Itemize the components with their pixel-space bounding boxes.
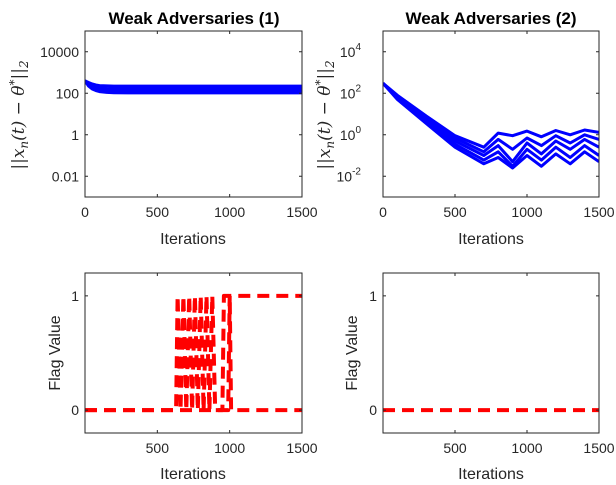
x-tick-label: 1000: [214, 440, 245, 456]
panel-3-plot: [85, 293, 302, 413]
panel-2-axes-box: [382, 30, 600, 198]
panel-4-x-ticks: 500 1000 1500: [443, 273, 615, 456]
panel-2-title: Weak Adversaries (2): [405, 9, 576, 28]
y-tick-label: 104: [340, 42, 362, 60]
panel-1: Weak Adversaries (1) 10000 100 1 0.01 0 500 1…: [7, 9, 318, 248]
panel-1-y-label: ||xn(t) − θ*||2: [7, 60, 31, 169]
panel-1-plot: [85, 79, 302, 95]
y-tick-label: 102: [340, 83, 362, 101]
series-line-5: [383, 82, 599, 170]
panel-4-axes-box: [382, 272, 600, 434]
panel-2-y-ticks: 104 102 100 10-2: [337, 42, 599, 184]
series-line-3: [383, 82, 599, 164]
x-tick-label: 1500: [286, 204, 317, 220]
panel-4-y-label: Flag Value: [344, 315, 361, 390]
y-tick-label: 100: [340, 125, 362, 143]
x-tick-label: 1500: [286, 440, 317, 456]
x-tick-label: 500: [443, 204, 467, 220]
y-tick-label: 1: [71, 127, 79, 143]
y-tick-label: 0.01: [52, 168, 79, 184]
x-tick-label: 500: [146, 440, 170, 456]
x-tick-label: 1000: [214, 204, 245, 220]
series-line-1: [85, 79, 302, 88]
y-tick-label: 1: [71, 288, 79, 304]
x-tick-label: 1500: [583, 204, 614, 220]
panel-3-y-ticks: 01: [71, 288, 302, 418]
x-tick-label: 500: [443, 440, 467, 456]
y-tick-label: 0: [71, 402, 79, 418]
panel-3-x-ticks: 500 1000 1500: [146, 273, 318, 456]
x-tick-label: 1000: [511, 204, 542, 220]
x-tick-label: 1000: [511, 440, 542, 456]
x-tick-label: 0: [81, 204, 89, 220]
panel-4: 01 500 1000 1500 Iterations Flag Value: [344, 272, 615, 483]
panel-2-plot: [383, 82, 599, 170]
y-tick-label: 10000: [40, 44, 79, 60]
y-tick-label: 100: [56, 85, 80, 101]
panel-3-axes-box: [84, 272, 303, 434]
panel-1-title: Weak Adversaries (1): [108, 9, 279, 28]
y-tick-label: 1: [369, 288, 377, 304]
panel-2-y-label: ||xn(t) − θ*||2: [313, 60, 337, 169]
panel-3-x-label: Iterations: [160, 466, 226, 483]
panel-1-y-ticks: 10000 100 1 0.01: [40, 44, 302, 184]
panel-3: 01 500 1000 1500 Iterations Flag Value: [47, 272, 318, 483]
series-line-4: [383, 82, 599, 168]
x-tick-label: 1500: [583, 440, 614, 456]
x-tick-label: 0: [379, 204, 387, 220]
series-line-1: [85, 293, 302, 413]
panel-1-x-ticks: 0 500 1000 1500: [81, 31, 318, 220]
y-tick-label: 0: [369, 402, 377, 418]
panel-2: Weak Adversaries (2) 104 102 100 10-2 0 500 1…: [313, 9, 615, 248]
panel-2-x-ticks: 0 500 1000 1500: [379, 31, 615, 220]
x-tick-label: 500: [146, 204, 170, 220]
panel-2-x-label: Iterations: [458, 231, 524, 248]
panel-3-y-label: Flag Value: [47, 315, 64, 390]
panel-1-x-label: Iterations: [160, 231, 226, 248]
panel-1-axes-box: [84, 30, 303, 198]
series-line-4: [85, 79, 302, 95]
panel-4-x-label: Iterations: [458, 466, 524, 483]
y-tick-label: 10-2: [337, 166, 362, 184]
series-line-1: [383, 82, 599, 149]
panel-4-y-ticks: 01: [369, 288, 599, 418]
series-line-2: [85, 293, 302, 413]
